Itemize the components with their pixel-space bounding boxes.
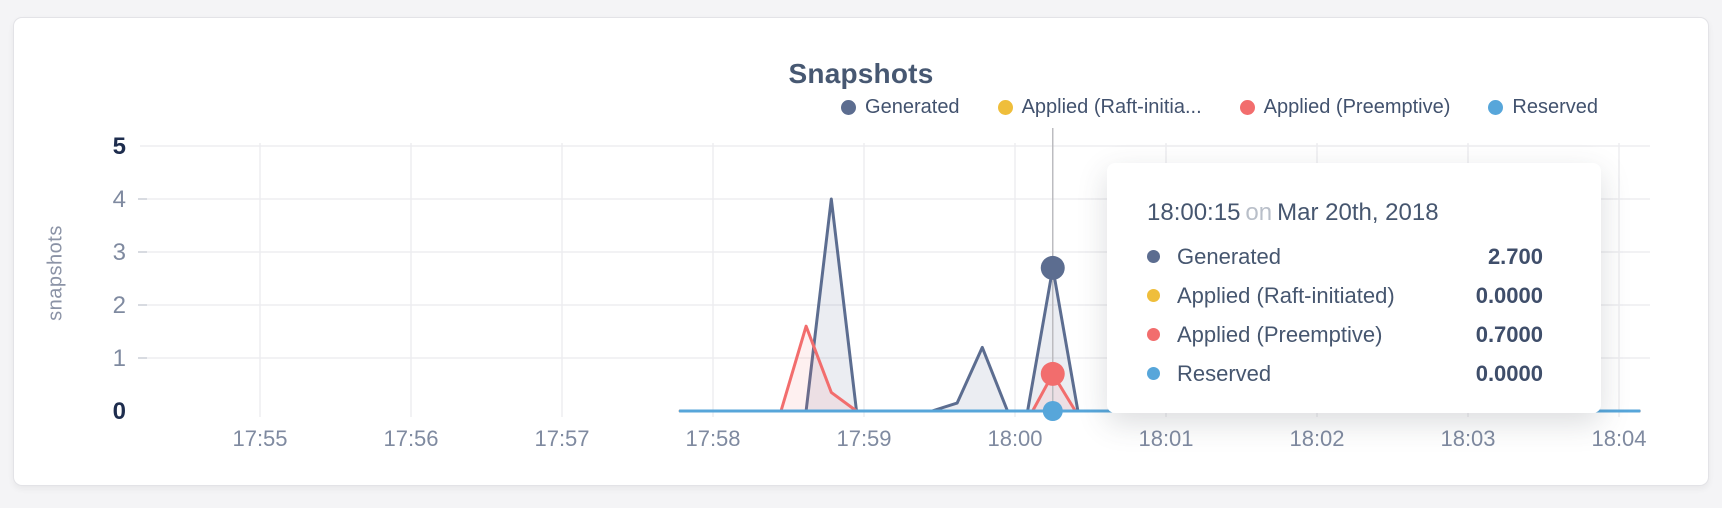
tooltip-series-label: Reserved (1177, 360, 1272, 386)
x-tick-label: 18:00 (987, 426, 1042, 451)
x-tick-label: 17:55 (232, 426, 287, 451)
legend-dot-icon (1488, 100, 1504, 115)
chart-title: Snapshots (788, 58, 934, 89)
legend-item-generated[interactable]: Generated (841, 96, 960, 119)
hover-tooltip: 18:00:15 on Mar 20th, 2018 Generated 2.700 A… (1107, 163, 1601, 413)
hover-marker-applied-preemptive (1040, 361, 1065, 386)
tooltip-series-dot-icon (1147, 289, 1160, 302)
chart-legend: Generated Applied (Raft-initia... Applied … (841, 96, 1598, 119)
legend-label: Applied (Preemptive) (1263, 96, 1451, 118)
tooltip-series-dot-icon (1147, 250, 1160, 263)
hover-marker-reserved (1042, 401, 1063, 421)
y-tick-label: 0 (113, 398, 126, 425)
x-tick-label: 18:03 (1440, 426, 1495, 451)
x-tick-label: 17:58 (685, 426, 740, 451)
y-tick-label: 5 (113, 133, 126, 160)
series-line-generated (678, 197, 1641, 413)
tooltip-series-value: 0.0000 (1475, 282, 1543, 308)
legend-label: Applied (Raft-initia... (1021, 96, 1202, 118)
tooltip-date-separator: on (1245, 199, 1273, 226)
tooltip-row-reserved: Reserved 0.0000 (1147, 354, 1543, 393)
legend-item-applied-preemptive[interactable]: Applied (Preemptive) (1239, 96, 1451, 119)
y-tick-label: 3 (113, 239, 126, 266)
tooltip-series-dot-icon (1147, 328, 1160, 341)
tooltip-row-applied-raft-initiated: Applied (Raft-initiated) 0.0000 (1147, 276, 1543, 315)
legend-dot-icon (997, 100, 1013, 115)
x-tick-label: 17:59 (836, 426, 891, 451)
x-tick-label: 18:02 (1289, 426, 1344, 451)
hover-marker-generated (1040, 255, 1065, 280)
tooltip-date: Mar 20th, 2018 (1277, 199, 1439, 226)
tooltip-header: 18:00:15 on Mar 20th, 2018 (1147, 199, 1543, 227)
tooltip-time: 18:00:15 (1147, 199, 1241, 226)
tooltip-series-value: 0.0000 (1475, 360, 1543, 386)
legend-label: Generated (865, 96, 960, 118)
tooltip-rows: Generated 2.700 Applied (Raft-initiated) 0.… (1147, 237, 1543, 393)
x-tick-label: 18:04 (1591, 426, 1646, 451)
tooltip-series-value: 2.700 (1487, 243, 1543, 269)
legend-label: Reserved (1512, 96, 1598, 118)
tooltip-series-label: Applied (Preemptive) (1177, 321, 1383, 347)
tooltip-series-value: 0.7000 (1475, 321, 1543, 347)
tooltip-row-generated: Generated 2.700 (1147, 237, 1543, 276)
y-tick-label: 2 (113, 292, 126, 319)
legend-item-applied-raft-initiated[interactable]: Applied (Raft-initia... (997, 96, 1202, 119)
tooltip-series-dot-icon (1147, 367, 1160, 380)
legend-item-reserved[interactable]: Reserved (1488, 96, 1598, 119)
y-tick-label: 4 (113, 186, 126, 213)
x-tick-label: 18:01 (1138, 426, 1193, 451)
x-tick-label: 17:56 (383, 426, 438, 451)
y-tick-label: 1 (113, 345, 126, 372)
legend-dot-icon (841, 100, 857, 115)
tooltip-row-applied-preemptive: Applied (Preemptive) 0.7000 (1147, 315, 1543, 354)
tooltip-series-label: Generated (1177, 243, 1281, 269)
x-tick-label: 17:57 (534, 426, 589, 451)
tooltip-series-label: Applied (Raft-initiated) (1177, 282, 1395, 308)
legend-dot-icon (1239, 100, 1255, 115)
